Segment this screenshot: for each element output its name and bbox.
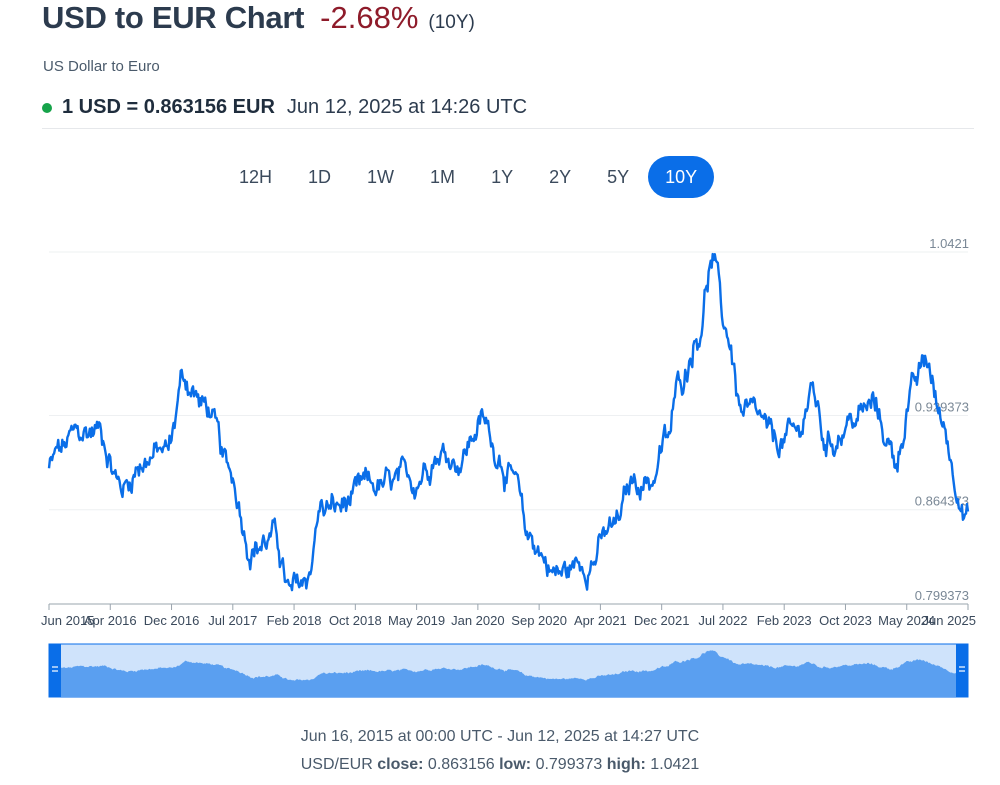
close-value: 0.863156 [427,756,495,773]
y-tick-label: 0.799373 [915,588,969,603]
navigator-area [55,650,962,697]
date-range-text: Jun 16, 2015 at 00:00 UTC - Jun 12, 2025… [300,728,700,745]
y-tick-label: 0.929373 [915,399,969,414]
summary-stats: USD/EUR close: 0.863156 low: 0.799373 hi… [0,756,1000,774]
x-tick-label: Dec 2016 [144,613,200,628]
x-tick-label: Feb 2018 [267,613,322,628]
x-tick-label: Jan 2020 [451,613,505,628]
live-status-dot-icon [42,102,52,113]
tab-10y[interactable]: 10Y [648,156,715,198]
close-label: close: [377,756,424,773]
x-tick-label: Oct 2023 [819,613,872,628]
high-label: high: [606,756,646,773]
x-tick-label: Apr 2016 [84,613,137,628]
tab-1y[interactable]: 1Y [491,167,514,187]
range-tabs: 12H 1D 1W 1M 1Y 2Y 5Y 10Y [222,156,716,198]
range-navigator[interactable] [48,643,969,698]
tab-5y[interactable]: 5Y [607,167,630,187]
tab-1w[interactable]: 1W [367,167,395,187]
x-tick-label: Apr 2021 [574,613,627,628]
price-series-line [47,252,970,592]
tab-1m[interactable]: 1M [430,167,456,187]
x-tick-label: Jun 2025 [923,613,977,628]
rate-timestamp: Jun 12, 2025 at 14:26 UTC [286,96,528,118]
rate-row: 1 USD = 0.863156 EUR Jun 12, 2025 at 14:… [42,96,527,119]
x-tick-label: Oct 2018 [329,613,382,628]
x-tick-label: May 2024 [878,613,935,628]
pair-label: USD/EUR [300,756,373,773]
low-label: low: [499,756,532,773]
tab-12h[interactable]: 12H [239,167,273,187]
grid-lines [49,251,968,605]
percent-change: -2.68% [320,0,419,35]
x-tick-label: Sep 2020 [511,613,567,628]
tab-2y[interactable]: 2Y [549,167,572,187]
header-divider [42,128,974,129]
title-row: USD to EUR Chart -2.68% (10Y) [42,0,475,44]
tab-1d[interactable]: 1D [308,167,332,187]
y-tick-label: 1.0421 [929,236,969,251]
x-tick-label: Dec 2021 [634,613,690,628]
period-label: (10Y) [428,12,475,33]
low-value: 0.799373 [535,756,603,773]
x-tick-label: Jul 2022 [698,613,747,628]
exchange-rate: 1 USD = 0.863156 EUR [62,96,275,118]
x-tick-label: Jul 2017 [208,613,257,628]
x-tick-label: Jun 2015 [41,613,95,628]
page-title: USD to EUR Chart [42,0,305,35]
x-tick-label: Feb 2023 [757,613,812,628]
high-value: 1.0421 [650,756,700,773]
page-subtitle: US Dollar to Euro [43,58,160,75]
x-tick-label: May 2019 [388,613,445,628]
